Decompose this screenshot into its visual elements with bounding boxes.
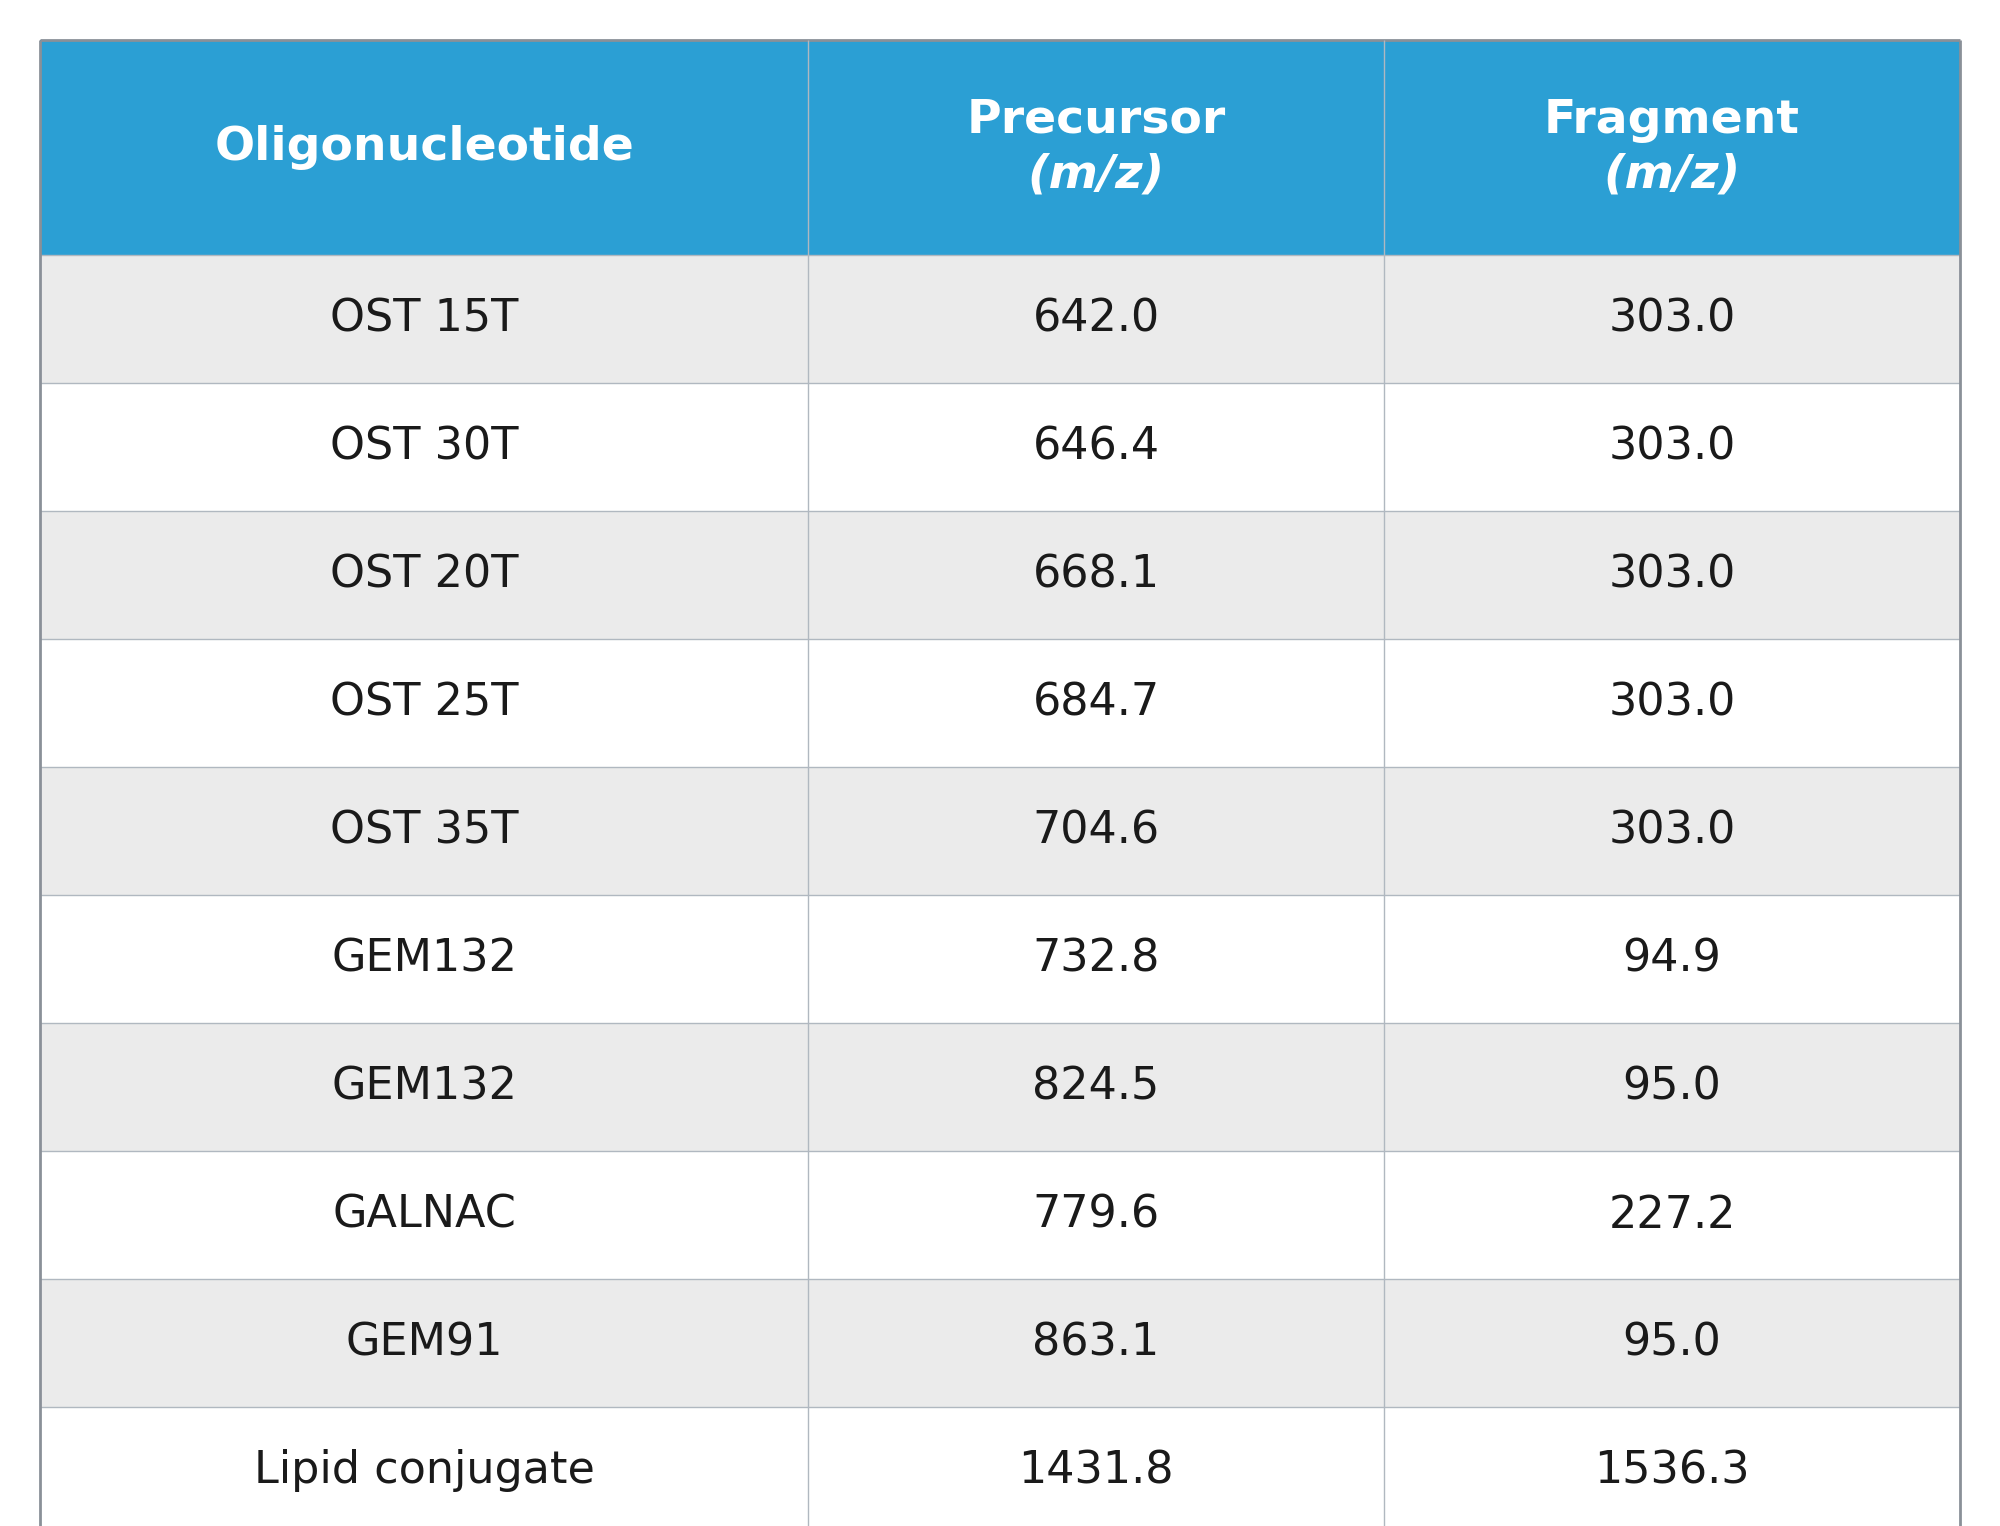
Text: Precursor: Precursor [966, 98, 1226, 142]
Text: GEM132: GEM132 [332, 1065, 516, 1108]
Bar [40, 40, 808, 255]
Bar [808, 1407, 1384, 1526]
Bar [40, 639, 808, 768]
Text: OST 35T: OST 35T [330, 809, 518, 853]
Bar [808, 383, 1384, 511]
Text: 303.0: 303.0 [1608, 426, 1736, 468]
Text: OST 20T: OST 20T [330, 554, 518, 597]
Text: Oligonucleotide: Oligonucleotide [214, 125, 634, 169]
Bar [808, 896, 1384, 1022]
Bar [40, 1407, 808, 1526]
Text: 779.6: 779.6 [1032, 1193, 1160, 1236]
Bar [40, 511, 808, 639]
Text: 303.0: 303.0 [1608, 554, 1736, 597]
Text: 646.4: 646.4 [1032, 426, 1160, 468]
Bar [808, 768, 1384, 896]
Bar [1384, 1022, 1960, 1151]
Bar [808, 1279, 1384, 1407]
Text: GEM91: GEM91 [346, 1322, 502, 1364]
Bar [1384, 40, 1960, 255]
Text: 1431.8: 1431.8 [1018, 1450, 1174, 1492]
Text: 95.0: 95.0 [1622, 1065, 1722, 1108]
Bar [40, 1279, 808, 1407]
Text: 704.6: 704.6 [1032, 809, 1160, 853]
Bar [1384, 1151, 1960, 1279]
Text: 642.0: 642.0 [1032, 298, 1160, 340]
Bar [1384, 639, 1960, 768]
Bar [1384, 511, 1960, 639]
Text: GEM132: GEM132 [332, 937, 516, 981]
Bar [1384, 383, 1960, 511]
Text: OST 30T: OST 30T [330, 426, 518, 468]
Bar [40, 768, 808, 896]
Text: 668.1: 668.1 [1032, 554, 1160, 597]
Bar [40, 1151, 808, 1279]
Bar [808, 639, 1384, 768]
Text: 227.2: 227.2 [1608, 1193, 1736, 1236]
Text: Lipid conjugate: Lipid conjugate [254, 1450, 594, 1492]
Bar [40, 383, 808, 511]
Bar [1384, 1279, 1960, 1407]
Text: 684.7: 684.7 [1032, 682, 1160, 725]
Bar [808, 1151, 1384, 1279]
Bar [808, 40, 1384, 255]
Text: 824.5: 824.5 [1032, 1065, 1160, 1108]
Bar [808, 511, 1384, 639]
Text: 94.9: 94.9 [1622, 937, 1722, 981]
Text: OST 25T: OST 25T [330, 682, 518, 725]
Text: (m/z): (m/z) [1028, 153, 1164, 197]
Text: 732.8: 732.8 [1032, 937, 1160, 981]
Text: (m/z): (m/z) [1604, 153, 1740, 197]
Text: Fragment: Fragment [1544, 98, 1800, 142]
Bar [40, 1022, 808, 1151]
Text: 303.0: 303.0 [1608, 682, 1736, 725]
Text: OST 15T: OST 15T [330, 298, 518, 340]
Bar [808, 255, 1384, 383]
Text: GALNAC: GALNAC [332, 1193, 516, 1236]
Bar [1384, 768, 1960, 896]
Text: 95.0: 95.0 [1622, 1322, 1722, 1364]
Text: 303.0: 303.0 [1608, 298, 1736, 340]
Text: 863.1: 863.1 [1032, 1322, 1160, 1364]
Bar [1384, 255, 1960, 383]
Bar [1384, 896, 1960, 1022]
Text: 1536.3: 1536.3 [1594, 1450, 1750, 1492]
Bar [1384, 1407, 1960, 1526]
Bar [40, 896, 808, 1022]
Bar [40, 255, 808, 383]
Bar [808, 1022, 1384, 1151]
Text: 303.0: 303.0 [1608, 809, 1736, 853]
